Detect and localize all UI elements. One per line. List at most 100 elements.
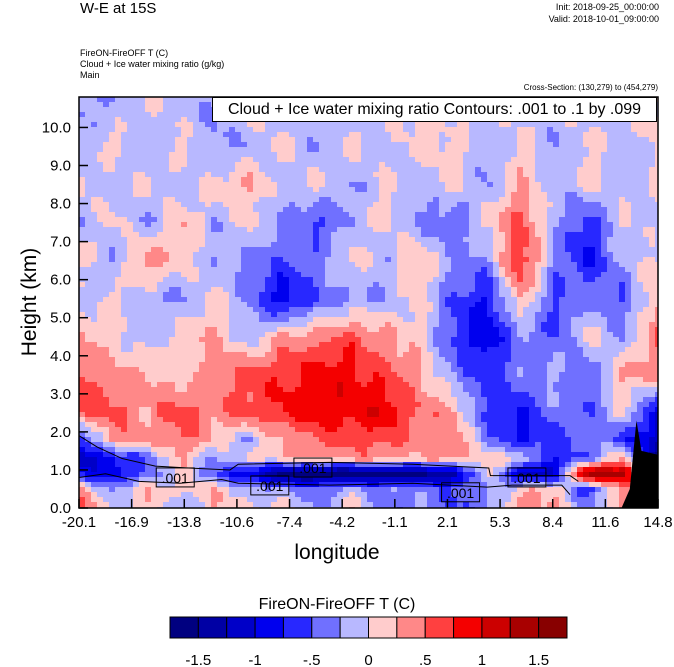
heatmap-cell bbox=[271, 127, 278, 133]
heatmap-cell bbox=[595, 147, 602, 153]
heatmap-cell bbox=[517, 122, 524, 128]
heatmap-cell bbox=[193, 277, 200, 283]
heatmap-cell bbox=[349, 142, 356, 148]
heatmap-cell bbox=[397, 322, 404, 328]
heatmap-cell bbox=[343, 257, 350, 263]
heatmap-cell bbox=[505, 307, 512, 313]
heatmap-cell bbox=[655, 182, 659, 188]
heatmap-cell bbox=[523, 297, 530, 303]
heatmap-cell bbox=[427, 312, 434, 318]
heatmap-cell bbox=[511, 222, 518, 228]
heatmap-cell bbox=[403, 207, 410, 213]
heatmap-cell bbox=[187, 232, 194, 238]
heatmap-cell bbox=[313, 252, 320, 258]
heatmap-cell bbox=[205, 127, 212, 133]
heatmap-cell bbox=[541, 282, 548, 288]
heatmap-cell bbox=[97, 227, 104, 233]
heatmap-cell bbox=[151, 232, 158, 238]
heatmap-cell bbox=[235, 207, 242, 213]
heatmap-cell bbox=[265, 302, 272, 308]
heatmap-cell bbox=[109, 332, 116, 338]
heatmap-cell bbox=[625, 252, 632, 258]
heatmap-cell bbox=[337, 272, 344, 278]
heatmap-cell bbox=[427, 332, 434, 338]
heatmap-cell bbox=[91, 232, 98, 238]
heatmap-cell bbox=[595, 342, 602, 348]
heatmap-cell bbox=[529, 342, 536, 348]
heatmap-cell bbox=[157, 202, 164, 208]
heatmap-cell bbox=[505, 337, 512, 343]
heatmap-cell bbox=[445, 192, 452, 198]
heatmap-cell bbox=[403, 342, 410, 348]
heatmap-cell bbox=[445, 172, 452, 178]
heatmap-cell bbox=[397, 172, 404, 178]
heatmap-cell bbox=[481, 342, 488, 348]
heatmap-cell bbox=[643, 307, 650, 313]
heatmap-cell bbox=[595, 182, 602, 188]
heatmap-cell bbox=[247, 262, 254, 268]
heatmap-cell bbox=[469, 327, 476, 333]
heatmap-cell bbox=[337, 192, 344, 198]
heatmap-cell bbox=[133, 142, 140, 148]
heatmap-cell bbox=[277, 322, 284, 328]
heatmap-cell bbox=[595, 237, 602, 243]
heatmap-cell bbox=[79, 317, 86, 323]
heatmap-cell bbox=[103, 257, 110, 263]
heatmap-cell bbox=[445, 347, 452, 353]
heatmap-cell bbox=[589, 257, 596, 263]
heatmap-cell bbox=[601, 252, 608, 258]
heatmap-cell bbox=[247, 257, 254, 263]
heatmap-cell bbox=[181, 242, 188, 248]
heatmap-cell bbox=[235, 307, 242, 313]
heatmap-cell bbox=[331, 342, 338, 348]
heatmap-cell bbox=[619, 187, 626, 193]
heatmap-cell bbox=[505, 242, 512, 248]
heatmap-cell bbox=[403, 167, 410, 173]
heatmap-cell bbox=[481, 142, 488, 148]
heatmap-cell bbox=[205, 212, 212, 218]
heatmap-cell bbox=[427, 337, 434, 343]
heatmap-cell bbox=[307, 192, 314, 198]
heatmap-cell bbox=[181, 107, 188, 113]
heatmap-cell bbox=[499, 322, 506, 328]
heatmap-cell bbox=[511, 257, 518, 263]
heatmap-cell bbox=[127, 192, 134, 198]
heatmap-cell bbox=[295, 137, 302, 143]
heatmap-cell bbox=[337, 162, 344, 168]
heatmap-cell bbox=[241, 237, 248, 243]
heatmap-cell bbox=[601, 162, 608, 168]
heatmap-cell bbox=[193, 282, 200, 288]
heatmap-cell bbox=[403, 182, 410, 188]
heatmap-cell bbox=[127, 227, 134, 233]
heatmap-cell bbox=[301, 247, 308, 253]
heatmap-cell bbox=[637, 302, 644, 308]
heatmap-cell bbox=[553, 127, 560, 133]
heatmap-cell bbox=[127, 312, 134, 318]
heatmap-cell bbox=[199, 157, 206, 163]
heatmap-cell bbox=[127, 197, 134, 203]
heatmap-cell bbox=[457, 157, 464, 163]
heatmap-cell bbox=[457, 332, 464, 338]
heatmap-cell bbox=[175, 227, 182, 233]
heatmap-cell bbox=[79, 152, 86, 158]
heatmap-cell bbox=[643, 192, 650, 198]
heatmap-cell bbox=[325, 192, 332, 198]
heatmap-cell bbox=[493, 257, 500, 263]
heatmap-cell bbox=[217, 302, 224, 308]
heatmap-cell bbox=[613, 157, 620, 163]
heatmap-cell bbox=[163, 237, 170, 243]
heatmap-cell bbox=[265, 342, 272, 348]
heatmap-cell bbox=[181, 217, 188, 223]
heatmap-cell bbox=[541, 312, 548, 318]
heatmap-cell bbox=[613, 277, 620, 283]
heatmap-cell bbox=[301, 337, 308, 343]
heatmap-cell bbox=[547, 217, 554, 223]
heatmap-cell bbox=[181, 187, 188, 193]
heatmap-cell bbox=[271, 257, 278, 263]
heatmap-cell bbox=[643, 272, 650, 278]
heatmap-cell bbox=[211, 227, 218, 233]
heatmap-cell bbox=[91, 222, 98, 228]
heatmap-cell bbox=[145, 142, 152, 148]
heatmap-cell bbox=[655, 137, 659, 143]
heatmap-cell bbox=[109, 227, 116, 233]
